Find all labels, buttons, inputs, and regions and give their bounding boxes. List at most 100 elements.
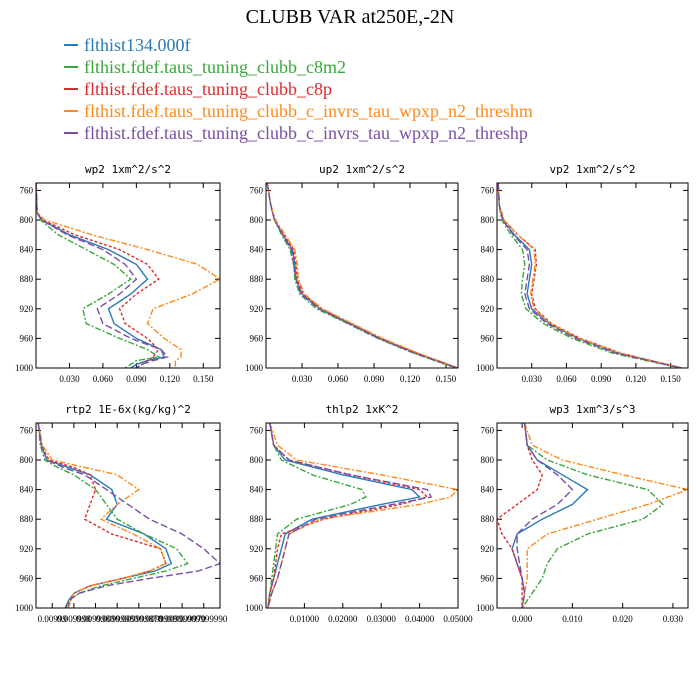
legend-swatch xyxy=(64,66,78,68)
y-tick-label: 880 xyxy=(250,274,264,284)
series-group xyxy=(497,183,683,368)
legend-item: flthist.fdef.taus_tuning_clubb_c_invrs_t… xyxy=(64,100,533,122)
y-tick-label: 920 xyxy=(250,544,264,554)
y-tick-label: 1000 xyxy=(15,363,34,373)
x-tick-label: 0.090 xyxy=(126,374,147,384)
y-tick-label: 880 xyxy=(481,274,495,284)
y-tick-label: 760 xyxy=(250,425,264,435)
x-tick-label: 0.00999990 xyxy=(139,614,182,624)
series-line xyxy=(267,423,458,608)
x-tick-label: 0.05000 xyxy=(443,614,473,624)
x-tick-label: 0.04000 xyxy=(405,614,435,624)
x-tick-label: 0.000 xyxy=(512,614,533,624)
y-tick-label: 840 xyxy=(250,485,264,495)
legend-item: flthist134.000f xyxy=(64,34,533,56)
y-tick-label: 920 xyxy=(20,304,34,314)
series-line xyxy=(511,423,589,608)
series-line xyxy=(267,423,429,608)
series-line xyxy=(266,183,458,368)
series-group xyxy=(37,423,220,608)
series-line xyxy=(516,423,574,608)
x-tick-label: 0.010 xyxy=(562,614,583,624)
plot-frame xyxy=(265,422,459,609)
x-tick-label: 0.060 xyxy=(556,374,577,384)
legend: flthist134.000f flthist.fdef.taus_tuning… xyxy=(64,34,533,144)
plot-frame xyxy=(35,422,221,609)
panel-title: up2 1xm^2/s^2 xyxy=(319,163,405,176)
plot-frame xyxy=(496,422,689,609)
panel-title: wp2 1xm^2/s^2 xyxy=(85,163,171,176)
series-line xyxy=(267,423,367,608)
series-line xyxy=(497,183,681,368)
series-group xyxy=(266,183,458,368)
panel: up2 1xm^2/s^2 760 800 840 880 920 960 1000 0.030… xyxy=(245,163,459,384)
series-line xyxy=(36,183,161,368)
x-tick-label: 0.03000 xyxy=(367,614,397,624)
y-tick-label: 920 xyxy=(481,544,495,554)
x-tick-label: 0.02000 xyxy=(328,614,358,624)
y-tick-label: 880 xyxy=(20,274,34,284)
x-tick-label: 0.150 xyxy=(436,374,457,384)
panel: vp2 1xm^2/s^2 760 800 840 880 920 960 1000 0.030… xyxy=(476,163,689,384)
legend-swatch xyxy=(64,132,78,134)
y-tick-label: 1000 xyxy=(245,603,264,613)
legend-label: flthist134.000f xyxy=(84,34,191,55)
y-tick-label: 800 xyxy=(481,455,495,465)
x-tick-label: 0.090 xyxy=(591,374,612,384)
series-group xyxy=(267,423,458,608)
x-tick-label: 0.090 xyxy=(364,374,385,384)
y-tick-label: 840 xyxy=(250,245,264,255)
x-tick-label: 0.030 xyxy=(59,374,80,384)
panel-title: rtp2 1E-6x(kg/kg)^2 xyxy=(65,403,191,416)
x-tick-label: 0.00999980 xyxy=(96,614,139,624)
y-tick-label: 960 xyxy=(20,573,34,583)
x-tick-label: 0.009999990 xyxy=(180,614,228,624)
y-tick-label: 960 xyxy=(250,573,264,583)
x-tick-label: 0.030 xyxy=(292,374,313,384)
legend-swatch xyxy=(64,110,78,112)
series-line xyxy=(266,183,458,368)
series-line xyxy=(36,183,166,368)
series-line xyxy=(36,183,220,368)
x-tick-label: 0.060 xyxy=(328,374,349,384)
x-tick-label: 0.0099980 xyxy=(76,614,115,624)
x-tick-label: 0.120 xyxy=(160,374,181,384)
plot-frame xyxy=(35,182,221,369)
legend-item: flthist.fdef.taus_tuning_clubb_c8p xyxy=(64,78,533,100)
y-tick-label: 800 xyxy=(20,215,34,225)
series-line xyxy=(497,183,682,368)
y-tick-label: 960 xyxy=(481,333,495,343)
y-tick-label: 920 xyxy=(481,304,495,314)
y-tick-label: 920 xyxy=(20,544,34,554)
y-tick-label: 760 xyxy=(481,185,495,195)
legend-item: flthist.fdef.taus_tuning_clubb_c_invrs_t… xyxy=(64,122,533,144)
y-tick-label: 840 xyxy=(481,245,495,255)
x-tick-label: 0.120 xyxy=(400,374,421,384)
series-line xyxy=(521,423,688,608)
legend-label: flthist.fdef.taus_tuning_clubb_c_invrs_t… xyxy=(84,122,528,143)
panel: wp2 1xm^2/s^2 760 800 840 880 920 960 1000 0.030… xyxy=(15,163,221,384)
series-line xyxy=(497,183,683,368)
plot-frame xyxy=(265,182,459,369)
series-group xyxy=(36,183,220,368)
y-tick-label: 880 xyxy=(250,514,264,524)
y-tick-label: 760 xyxy=(481,425,495,435)
x-tick-label: 0.01000 xyxy=(290,614,320,624)
y-tick-label: 880 xyxy=(481,514,495,524)
y-tick-label: 760 xyxy=(20,185,34,195)
x-tick-label: 0.030 xyxy=(663,614,684,624)
plot-frame xyxy=(496,182,689,369)
y-tick-label: 760 xyxy=(20,425,34,435)
y-tick-label: 880 xyxy=(20,514,34,524)
y-tick-label: 840 xyxy=(20,485,34,495)
x-tick-label: 0.150 xyxy=(661,374,682,384)
legend-swatch xyxy=(64,88,78,90)
y-tick-label: 960 xyxy=(250,333,264,343)
legend-swatch xyxy=(64,44,78,46)
panel: wp3 1xm^3/s^3 760 800 840 880 920 960 1000 0.000… xyxy=(476,403,689,624)
legend-label: flthist.fdef.taus_tuning_clubb_c8m2 xyxy=(84,56,346,77)
series-line xyxy=(267,423,433,608)
y-tick-label: 800 xyxy=(481,215,495,225)
y-tick-label: 800 xyxy=(20,455,34,465)
